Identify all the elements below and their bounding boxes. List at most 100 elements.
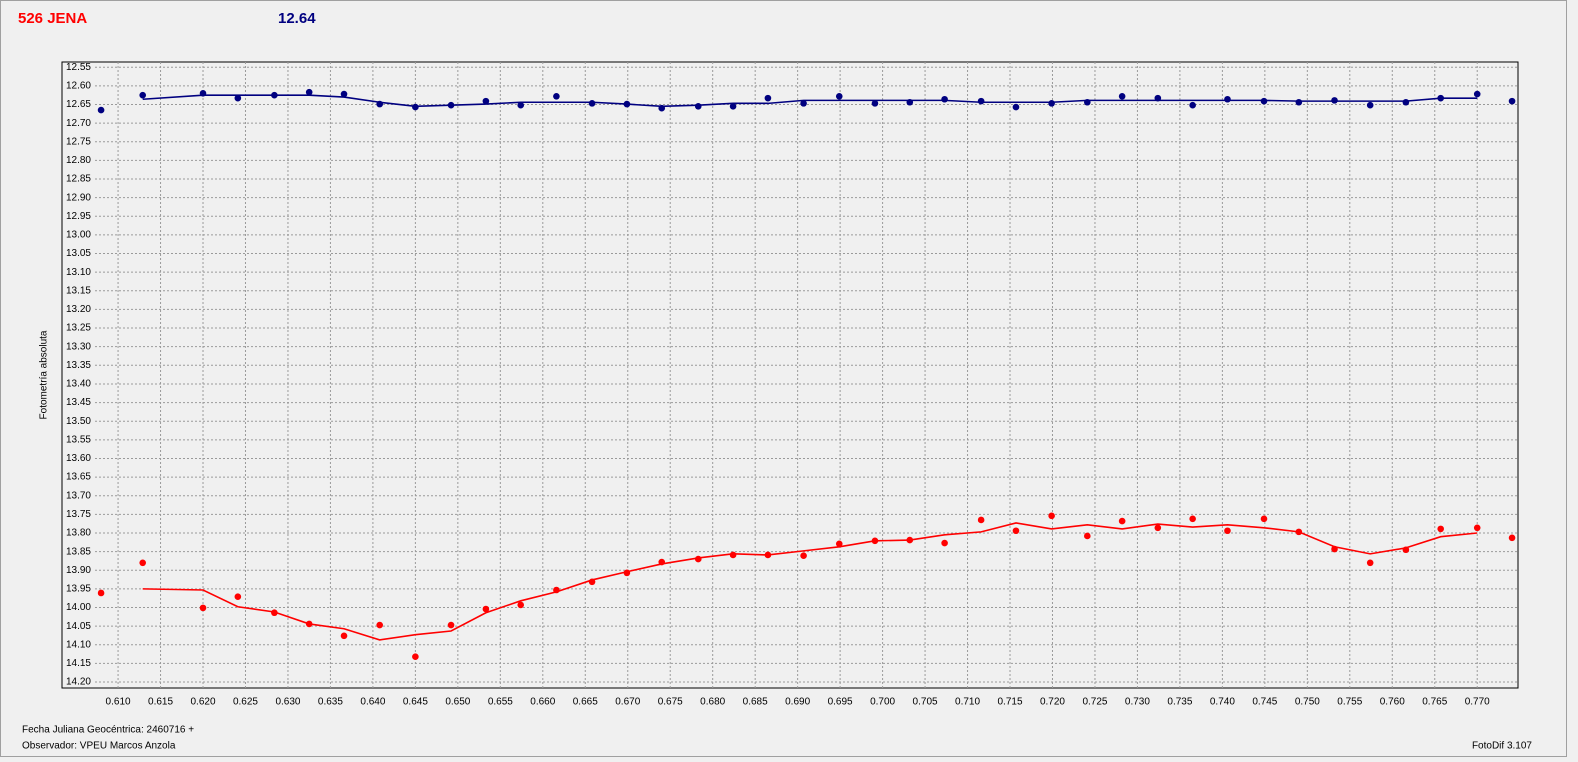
data-point [1295, 98, 1303, 106]
x-tick-label: 0.670 [615, 697, 640, 708]
data-point [340, 632, 348, 640]
x-tick-label: 0.640 [360, 697, 385, 708]
y-tick-label: 13.70 [66, 490, 91, 501]
y-tick-label: 13.00 [66, 230, 91, 241]
x-tick-label: 0.650 [445, 697, 470, 708]
y-tick-label: 14.20 [66, 677, 91, 688]
x-tick-label: 0.765 [1422, 697, 1447, 708]
y-tick-label: 13.45 [66, 397, 91, 408]
y-tick-label: 13.10 [66, 267, 91, 278]
data-point [1366, 559, 1374, 567]
x-tick-label: 0.685 [743, 697, 768, 708]
x-tick-label: 0.725 [1082, 697, 1107, 708]
data-point [1473, 90, 1481, 98]
y-tick-label: 13.25 [66, 323, 91, 334]
x-tick-label: 0.770 [1465, 697, 1490, 708]
y-tick-label: 12.65 [66, 99, 91, 110]
plot: 12.55 12.60 12.65 12.70 12.75 12.80 12.85 12.90… [66, 62, 1518, 708]
y-tick-label: 12.85 [66, 174, 91, 185]
y-tick-label: 13.15 [66, 285, 91, 296]
y-tick-label: 13.60 [66, 453, 91, 464]
data-point [447, 621, 455, 629]
y-tick-label: 13.30 [66, 341, 91, 352]
mean-magnitude: 12.64 [278, 10, 316, 27]
data-point [1224, 527, 1231, 535]
data-point [729, 551, 737, 559]
x-tick-label: 0.645 [403, 697, 428, 708]
data-point [835, 92, 843, 100]
y-tick-label: 13.85 [66, 546, 91, 557]
data-point [97, 106, 105, 114]
data-point [553, 92, 560, 100]
data-point [800, 100, 807, 107]
y-tick-label: 12.70 [66, 118, 91, 129]
y-tick-label: 12.75 [66, 136, 91, 147]
x-tick-label: 0.610 [106, 697, 131, 708]
data-point [800, 552, 807, 560]
data-point [1118, 517, 1126, 525]
data-point [376, 621, 384, 629]
y-tick-label: 14.10 [66, 639, 91, 650]
software: FotoDif 3.107 [1472, 741, 1532, 752]
y-tick-label: 14.05 [66, 621, 91, 632]
data-point [305, 88, 313, 96]
data-point [1118, 92, 1126, 100]
data-point [1189, 515, 1196, 523]
data-point [1260, 515, 1268, 523]
y-tick-label: 14.15 [66, 658, 91, 669]
data-point [517, 601, 525, 609]
data-point [412, 653, 419, 660]
x-tick-label: 0.680 [700, 697, 725, 708]
object-name: 526 JENA [18, 10, 87, 27]
y-tick-label: 13.75 [66, 509, 91, 520]
data-point [694, 103, 702, 110]
x-tick-label: 0.635 [318, 697, 343, 708]
data-point [340, 90, 348, 98]
data-point [1366, 101, 1374, 109]
data-point [1012, 527, 1020, 535]
x-tick-label: 0.760 [1380, 697, 1405, 708]
data-point [1473, 524, 1481, 532]
data-point [234, 593, 242, 601]
y-tick-label: 13.40 [66, 379, 91, 390]
data-point [139, 91, 147, 99]
y-tick-label: 13.20 [66, 304, 91, 315]
x-tick-label: 0.740 [1210, 697, 1235, 708]
y-tick-label: 13.05 [66, 248, 91, 259]
data-point [1048, 512, 1055, 520]
y-tick-label: 12.90 [66, 192, 91, 203]
x-axis-note: Fecha Juliana Geocéntrica: 2460716 + [22, 725, 194, 736]
x-tick-label: 0.690 [785, 697, 810, 708]
data-point [1048, 100, 1055, 107]
y-tick-label: 13.50 [66, 416, 91, 427]
x-tick-label: 0.745 [1252, 697, 1277, 708]
data-point [941, 539, 948, 547]
data-point [1084, 532, 1091, 540]
data-point [97, 589, 105, 597]
data-point [941, 95, 948, 103]
x-tick-label: 0.630 [275, 697, 300, 708]
data-point [1012, 103, 1020, 111]
data-point [139, 559, 147, 567]
data-point [764, 94, 772, 102]
data-point [1189, 101, 1196, 109]
x-tick-label: 0.655 [488, 697, 513, 708]
x-tick-label: 0.730 [1125, 697, 1150, 708]
data-point [588, 100, 596, 107]
trend-line [142, 94, 1478, 108]
y-tick-label: 14.00 [66, 602, 91, 613]
y-tick-label: 13.95 [66, 584, 91, 595]
trend-line [142, 522, 1478, 641]
x-tick-label: 0.710 [955, 697, 980, 708]
data-point [977, 97, 985, 105]
x-tick-label: 0.750 [1295, 697, 1320, 708]
y-tick-label: 13.90 [66, 565, 91, 576]
data-point [1508, 97, 1516, 105]
data-point [871, 100, 879, 107]
y-tick-label: 13.65 [66, 472, 91, 483]
x-tick-label: 0.675 [658, 697, 683, 708]
data-point [482, 97, 490, 105]
observer: Observador: VPEU Marcos Anzola [22, 741, 176, 752]
data-point [199, 604, 207, 612]
